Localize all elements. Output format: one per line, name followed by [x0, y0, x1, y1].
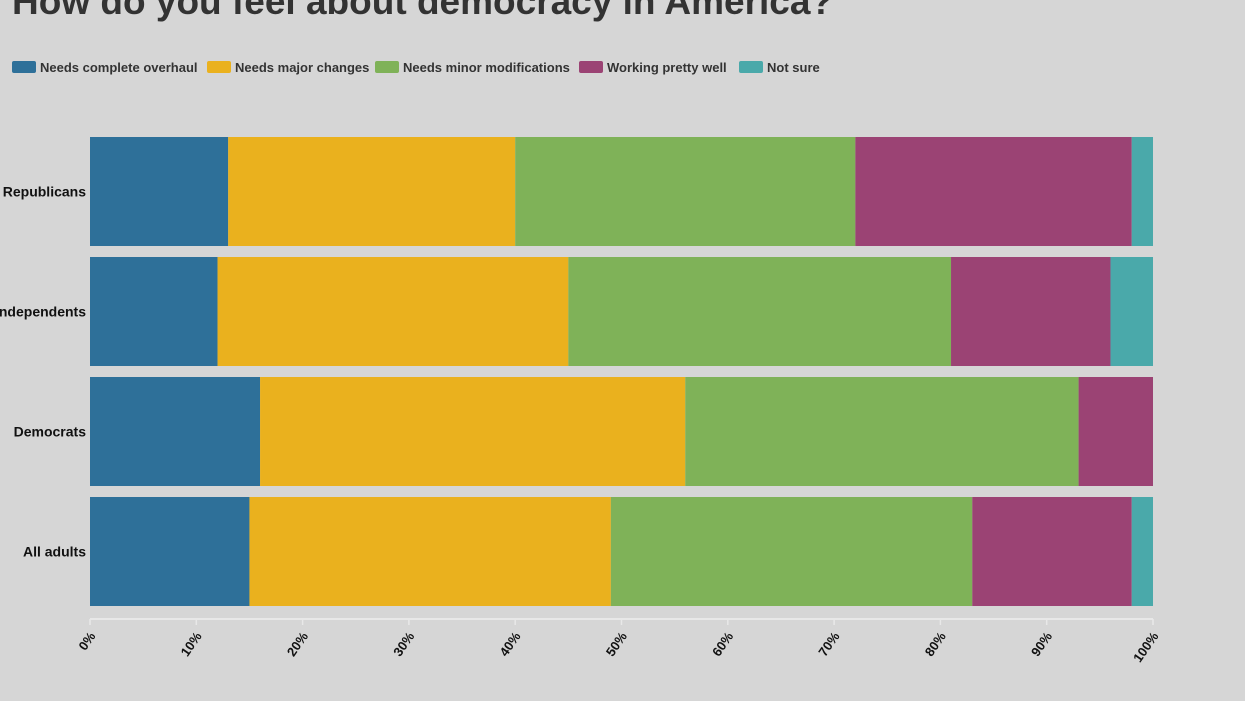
category-label: Republicans: [3, 184, 86, 200]
legend-label: Needs major changes: [235, 60, 369, 75]
category-label: Independents: [0, 304, 86, 320]
x-tick-label: 60%: [709, 629, 736, 659]
legend-swatch: [579, 61, 603, 73]
bar-segment: [90, 137, 229, 246]
bar-segment: [972, 497, 1132, 606]
x-tick-label: 10%: [178, 629, 205, 659]
category-label: All adults: [23, 544, 86, 560]
bar-segment: [855, 137, 1132, 246]
bar-segment: [610, 497, 973, 606]
bars: Republicans Independents Democrats All adul…: [0, 137, 1153, 606]
legend-swatch: [207, 61, 231, 73]
legend-label: Not sure: [767, 60, 820, 75]
bar-segment: [217, 257, 569, 366]
chart-title: How do you feel about democracy in Ameri…: [12, 0, 833, 22]
bar-segment: [90, 497, 250, 606]
bar-segment: [249, 497, 611, 606]
x-tick-label: 50%: [603, 629, 630, 659]
bar-segment: [260, 377, 686, 486]
bar-segment: [90, 377, 261, 486]
bar-segment: [685, 377, 1079, 486]
bar-segment: [1078, 377, 1153, 486]
bar-segment: [1110, 257, 1153, 366]
legend-label: Needs minor modifications: [403, 60, 570, 75]
x-tick-label: 100%: [1130, 629, 1162, 665]
x-tick-label: 90%: [1028, 629, 1055, 659]
legend: Needs complete overhaul Needs major chang…: [12, 60, 820, 75]
x-axis: 0% 10% 20% 30% 40% 50% 60% 70% 80% 90% 100%: [75, 618, 1162, 665]
legend-label: Needs complete overhaul: [40, 60, 198, 75]
legend-swatch: [12, 61, 36, 73]
legend-swatch: [739, 61, 763, 73]
legend-swatch: [375, 61, 399, 73]
bar-segment: [515, 137, 856, 246]
x-tick-label: 80%: [922, 629, 949, 659]
bar-segment: [951, 257, 1111, 366]
x-tick-label: 20%: [284, 629, 311, 659]
category-label: Democrats: [14, 424, 87, 440]
x-tick-label: 0%: [75, 629, 98, 653]
legend-label: Working pretty well: [607, 60, 727, 75]
bar-segment: [1131, 497, 1153, 606]
bar-segment: [228, 137, 516, 246]
bar-segment: [90, 257, 218, 366]
x-tick-label: 40%: [496, 629, 523, 659]
x-tick-label: 30%: [390, 629, 417, 659]
bar-segment: [568, 257, 952, 366]
bar-segment: [1131, 137, 1153, 246]
x-tick-label: 70%: [815, 629, 842, 659]
